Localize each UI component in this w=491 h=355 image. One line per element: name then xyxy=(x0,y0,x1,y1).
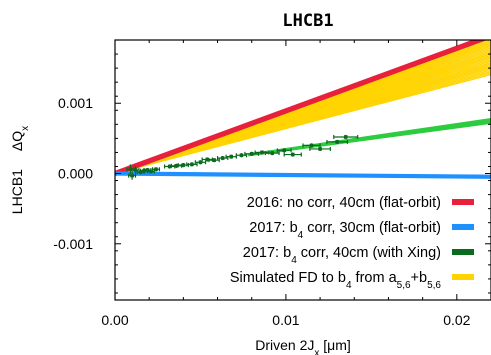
x-axis-label: Driven 2Jx [μm] xyxy=(255,337,351,355)
legend-label: 2016: no corr, 40cm (flat-orbit) xyxy=(247,195,441,211)
data-point xyxy=(326,139,349,144)
y-tick-label: 0.000 xyxy=(58,166,93,182)
legend-entry: 2016: no corr, 40cm (flat-orbit) xyxy=(247,195,474,211)
data-point xyxy=(264,151,280,156)
legend-label: 2017: b4 corr, 30cm (flat-orbit) xyxy=(249,220,441,241)
y-tick-label: -0.001 xyxy=(53,236,93,252)
plot-frame xyxy=(114,39,491,301)
data-point xyxy=(254,150,270,155)
legend-entry: 2017: b4 corr, 40cm (with Xing) xyxy=(243,245,474,266)
fit-line xyxy=(248,117,491,155)
data-point xyxy=(302,143,321,148)
data-point xyxy=(163,164,176,169)
data-point xyxy=(152,167,161,172)
data-point xyxy=(208,158,220,163)
y-tick-label: 0.001 xyxy=(58,95,93,111)
legend-swatch xyxy=(452,274,474,280)
legend-swatch xyxy=(452,224,474,230)
series-2016-band xyxy=(115,40,488,177)
x-tick-label: 0.01 xyxy=(272,312,299,328)
legend-entry: 2017: b4 corr, 30cm (flat-orbit) xyxy=(249,220,474,241)
data-point xyxy=(170,163,183,168)
data-point xyxy=(186,162,198,167)
legend-entry: Simulated FD to b4 from a5,6+b5,6 xyxy=(230,270,474,291)
legend-label: 2017: b4 corr, 40cm (with Xing) xyxy=(243,245,441,266)
chart-title: LHCB1 xyxy=(282,11,333,31)
data-point xyxy=(276,148,292,153)
x-tick-label: 0.02 xyxy=(443,312,470,328)
axes: 0.00 0.01 0.02 -0.001 0.000 0.001 Driven 2Jx [… xyxy=(9,39,491,355)
legend-label: Simulated FD to b4 from a5,6+b5,6 xyxy=(230,270,442,291)
data-point xyxy=(244,151,260,156)
x-tick-label: 0.00 xyxy=(101,312,128,328)
legend: 2016: no corr, 40cm (flat-orbit) 2017: b4… xyxy=(230,195,474,291)
series-2017-30cm-band xyxy=(115,171,491,179)
data-point xyxy=(309,146,331,152)
series-layer xyxy=(115,40,491,179)
data-point xyxy=(201,157,214,162)
y-axis-label: LHCB1ΔQx xyxy=(9,126,31,214)
data-point xyxy=(283,152,302,157)
data-point xyxy=(128,171,137,180)
legend-swatch xyxy=(452,199,474,205)
data-point xyxy=(333,134,359,140)
data-points xyxy=(126,134,359,180)
legend-swatch xyxy=(452,249,474,255)
